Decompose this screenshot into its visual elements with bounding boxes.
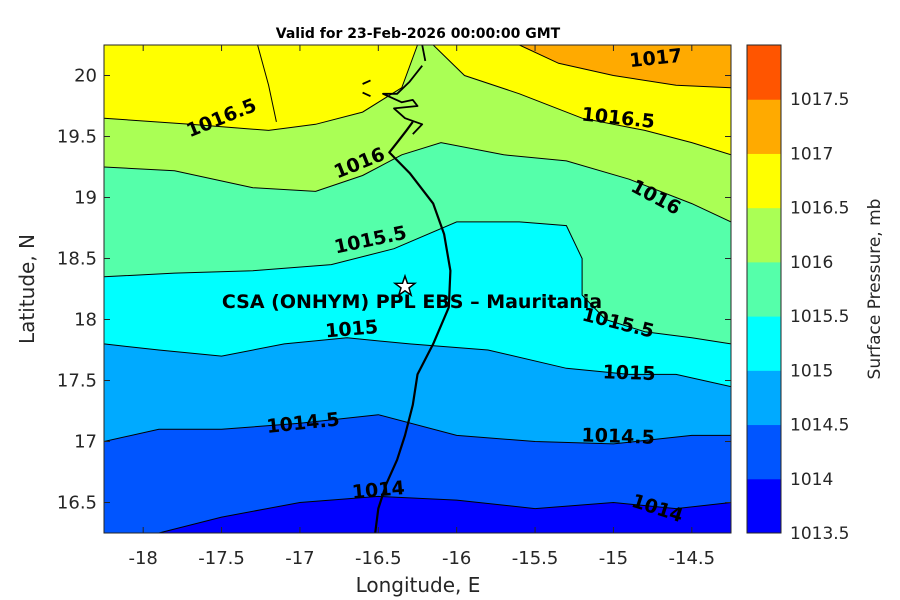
coastline (362, 45, 452, 533)
contour-line-1016.5 (104, 45, 418, 131)
station-marker: CSA (ONHYM) PPL EBS – Mauritania (222, 273, 602, 313)
colorbar-tick-label: 1015 (790, 361, 833, 381)
contour-fills (104, 45, 731, 533)
y-tick-label: 16.5 (57, 493, 97, 514)
contour-lines (104, 45, 731, 533)
coastline-segment (382, 65, 424, 135)
x-tick-label: -17 (285, 548, 314, 569)
x-tick-label: -16 (442, 548, 471, 569)
contour-label: 1014.5 (581, 424, 655, 449)
colorbar-tick-label: 1017 (790, 144, 833, 164)
colorbar-swatch (747, 370, 781, 426)
colorbar-swatch (747, 424, 781, 480)
y-tick-label: 17.5 (57, 371, 97, 392)
colorbar-frame (746, 44, 782, 534)
coastline-segment (362, 91, 371, 98)
contour-label: 1015 (324, 316, 379, 343)
station-star-icon (392, 273, 418, 297)
contour-line-1014.5 (104, 414, 731, 445)
x-tick-label: -17.5 (198, 548, 245, 569)
station-label: CSA (ONHYM) PPL EBS – Mauritania (222, 291, 602, 313)
contour-line-1016.5 (257, 45, 277, 123)
x-axis-label: Longitude, E (356, 573, 481, 597)
contour-line-1016.5 (432, 45, 731, 156)
contour-fill-1016.5 (104, 45, 418, 131)
chart-title: Valid for 23-Feb-2026 00:00:00 GMT (276, 26, 561, 42)
contour-label: 1014 (351, 477, 406, 504)
contour-fill-1017 (519, 45, 731, 88)
y-tick-label: 19 (74, 188, 97, 209)
colorbar-tick-label: 1013.5 (790, 524, 849, 544)
colorbar-tick-label: 1014.5 (790, 416, 849, 436)
y-tick-label: 18.5 (57, 249, 97, 270)
colorbar-tick-label: 1015.5 (790, 307, 849, 327)
coastline-segment (374, 121, 452, 533)
x-tick-label: -18 (128, 548, 157, 569)
contour-line-1016 (104, 142, 731, 223)
x-tick-label: -16.5 (355, 548, 402, 569)
y-tick-label: 19.5 (57, 127, 97, 148)
x-axis-ticks: -18 -17.5 -17 -16.5 -16 -15.5 -15 -14.5 (128, 45, 715, 569)
colorbar-tick-label: 1014 (790, 470, 833, 490)
y-tick-label: 20 (74, 66, 97, 87)
x-tick-label: -15.5 (512, 548, 559, 569)
colorbar-swatch (747, 478, 781, 534)
y-tick-label: 18 (74, 310, 97, 331)
colorbar: 1013.5 1014 1014.5 1015 1015.5 1016 1016.5 1017… (746, 44, 849, 544)
contour-line-1017 (519, 45, 731, 89)
colorbar-swatch (747, 207, 781, 263)
colorbar-swatch (747, 45, 781, 100)
colorbar-tick-label: 1016.5 (790, 199, 849, 219)
colorbar-swatch (747, 99, 781, 154)
colorbar-swatch (747, 153, 781, 209)
colorbar-swatch (747, 316, 781, 371)
colorbar-swatch (747, 261, 781, 317)
contour-line-1015 (104, 337, 731, 388)
colorbar-label: Surface Pressure, mb (865, 199, 885, 380)
x-tick-label: -15 (599, 548, 628, 569)
contour-label: 1017 (628, 45, 683, 72)
coastline-segment (362, 79, 371, 85)
plot-area (104, 45, 731, 533)
colorbar-tick-label: 1017.5 (790, 90, 849, 110)
colorbar-tick-label: 1016 (790, 253, 833, 273)
y-axis-ticks: 16.5 17 17.5 18 18.5 19 19.5 20 (57, 66, 731, 514)
y-axis-label: Latitude, N (15, 234, 39, 344)
y-tick-label: 17 (74, 432, 97, 453)
contour-line-1014 (104, 495, 731, 533)
contour-line-1015.5 (104, 221, 731, 345)
coastline-segment (421, 45, 427, 62)
x-tick-label: -14.5 (669, 548, 716, 569)
contour-label: 1015 (602, 361, 656, 385)
plot-frame (103, 44, 732, 534)
